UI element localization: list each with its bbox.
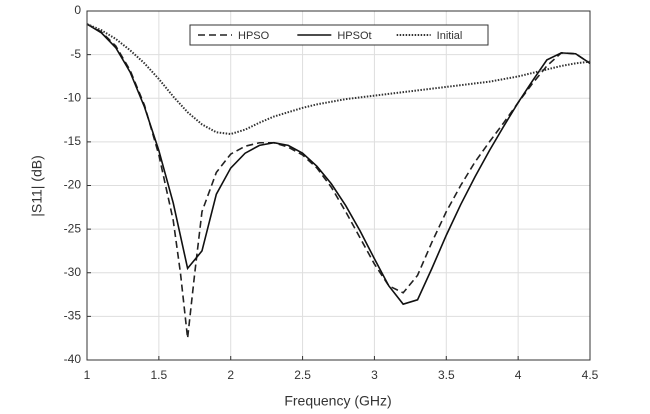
line: [86, 23, 591, 339]
plot-frame: [86, 10, 591, 361]
x-tick-label: 4.5: [582, 368, 599, 382]
y-axis-label: |S11| (dB): [29, 155, 45, 216]
x-axis-label: Frequency (GHz): [284, 393, 391, 409]
legend-label: HPSOt: [337, 30, 371, 42]
x-tick-label: 2.5: [294, 368, 311, 382]
legend-label: HPSO: [238, 30, 270, 42]
x-tick-label: 1.5: [151, 368, 168, 382]
y-tick-label: -30: [64, 265, 82, 279]
y-tick-label: -5: [70, 47, 81, 61]
y-tick-label: -35: [64, 309, 82, 323]
x-tick-label: 1: [84, 368, 91, 382]
legend-label: Initial: [437, 30, 463, 42]
x-tick-label: 4: [515, 368, 522, 382]
y-tick-label: -15: [64, 134, 82, 148]
y-tick-label: 0: [74, 3, 81, 17]
y-tick-label: -25: [64, 221, 82, 235]
legend-box: [189, 24, 489, 46]
x-tick-label: 2: [227, 368, 234, 382]
x-tick-label: 3.5: [438, 368, 455, 382]
y-tick-label: -40: [64, 352, 82, 366]
x-tick-label: 3: [371, 368, 378, 382]
y-tick-label: -10: [64, 90, 82, 104]
line: [86, 23, 591, 136]
line: [86, 23, 591, 306]
y-tick-label: -20: [64, 178, 82, 192]
